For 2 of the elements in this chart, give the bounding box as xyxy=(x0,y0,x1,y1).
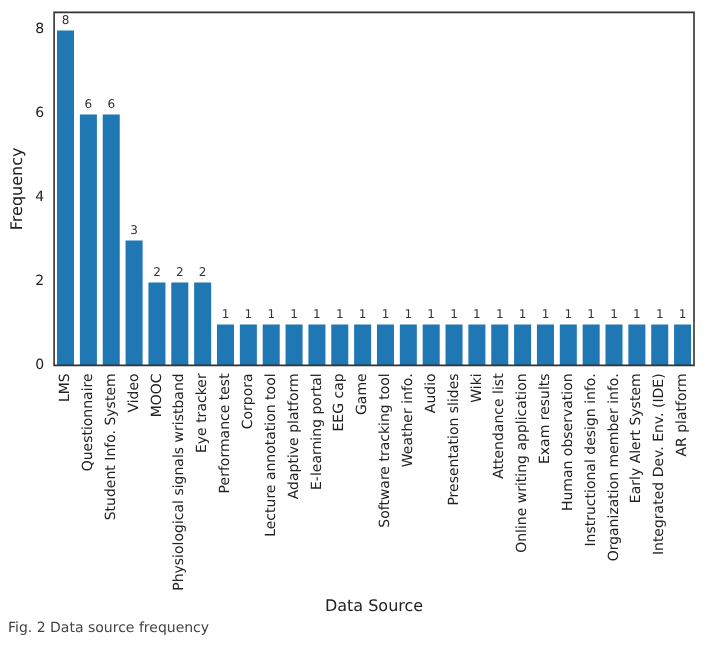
x-axis-title: Data Source xyxy=(324,596,424,615)
y-axis-title: Frequency xyxy=(7,147,26,231)
